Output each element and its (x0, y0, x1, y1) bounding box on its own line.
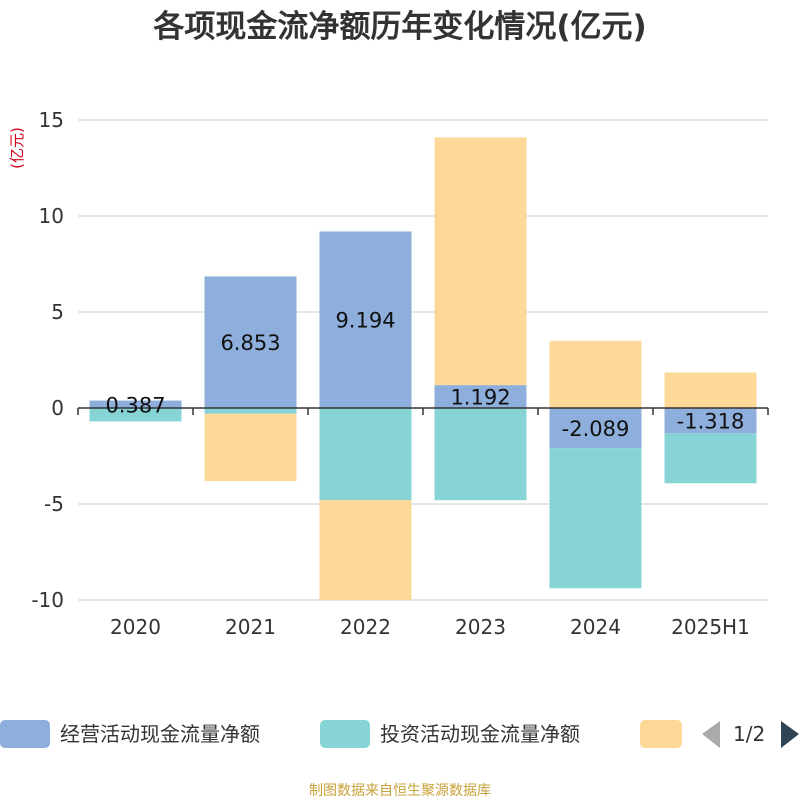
bars (89, 137, 757, 600)
bar-s2-2024[interactable] (549, 340, 642, 408)
y-tick-label: 5 (51, 300, 64, 324)
y-tick-label: 0 (51, 396, 64, 420)
y-tick-label: -5 (44, 492, 64, 516)
y-axis-label: (亿元) (8, 127, 26, 169)
bar-s1-2023[interactable] (434, 408, 527, 501)
grid-lines (78, 119, 768, 601)
legend-swatch-third[interactable] (640, 720, 682, 748)
x-axis (77, 407, 769, 415)
x-tick-label: 2024 (570, 615, 621, 639)
bar-s2-2025H1[interactable] (664, 372, 757, 408)
y-tick-label: 10 (39, 204, 64, 228)
legend-page-indicator: 1/2 (733, 722, 765, 746)
bar-s1-2021[interactable] (204, 408, 297, 414)
data-label: -2.089 (562, 417, 630, 441)
data-source: 制图数据来自恒生聚源数据库 (309, 783, 491, 799)
bar-s1-2025H1[interactable] (664, 433, 757, 484)
bar-s0-2020[interactable] (89, 400, 182, 408)
y-tick-label: 15 (39, 108, 64, 132)
bar-s0-2023[interactable] (434, 385, 527, 408)
x-tick-label: 2021 (225, 615, 276, 639)
data-label: 9.194 (335, 309, 395, 333)
legend-next-icon[interactable] (781, 721, 799, 748)
legend: 经营活动现金流量净额 投资活动现金流量净额 1/2 (0, 720, 799, 748)
legend-swatch-operating[interactable] (0, 720, 50, 748)
y-tick-label: -10 (31, 588, 64, 612)
chart-title: 各项现金流净额历年变化情况(亿元) (152, 9, 646, 45)
bar-s0-2021[interactable] (204, 276, 297, 408)
legend-label-investing[interactable]: 投资活动现金流量净额 (380, 722, 580, 746)
data-label: -1.318 (677, 410, 745, 434)
bar-s2-2023[interactable] (434, 137, 527, 386)
x-tick-label: 2025H1 (671, 615, 750, 639)
bar-s1-2022[interactable] (319, 408, 412, 501)
x-tick-label: 2020 (110, 615, 161, 639)
bar-s0-2025H1[interactable] (664, 408, 757, 434)
bar-s0-2022[interactable] (319, 231, 412, 408)
bar-s1-2020[interactable] (89, 408, 182, 422)
legend-label-operating[interactable]: 经营活动现金流量净额 (60, 722, 260, 746)
data-label: 6.853 (220, 331, 280, 355)
x-tick-label: 2023 (455, 615, 506, 639)
data-label: 0.387 (105, 393, 165, 417)
bar-s2-2022[interactable] (319, 500, 412, 600)
x-tick-labels: 2020 2021 2022 2023 2024 2025H1 (110, 615, 750, 639)
y-tick-labels: 15 10 5 0 -5 -10 (31, 108, 64, 612)
bar-s2-2021[interactable] (204, 413, 297, 481)
x-tick-label: 2022 (340, 615, 391, 639)
data-label: 1.192 (450, 386, 510, 410)
data-labels: 0.387 6.853 9.194 1.192 -2.089 -1.318 (105, 309, 744, 441)
bar-s1-2024[interactable] (549, 448, 642, 589)
legend-swatch-investing[interactable] (320, 720, 370, 748)
bar-s0-2024[interactable] (549, 408, 642, 449)
legend-prev-icon[interactable] (702, 721, 720, 748)
